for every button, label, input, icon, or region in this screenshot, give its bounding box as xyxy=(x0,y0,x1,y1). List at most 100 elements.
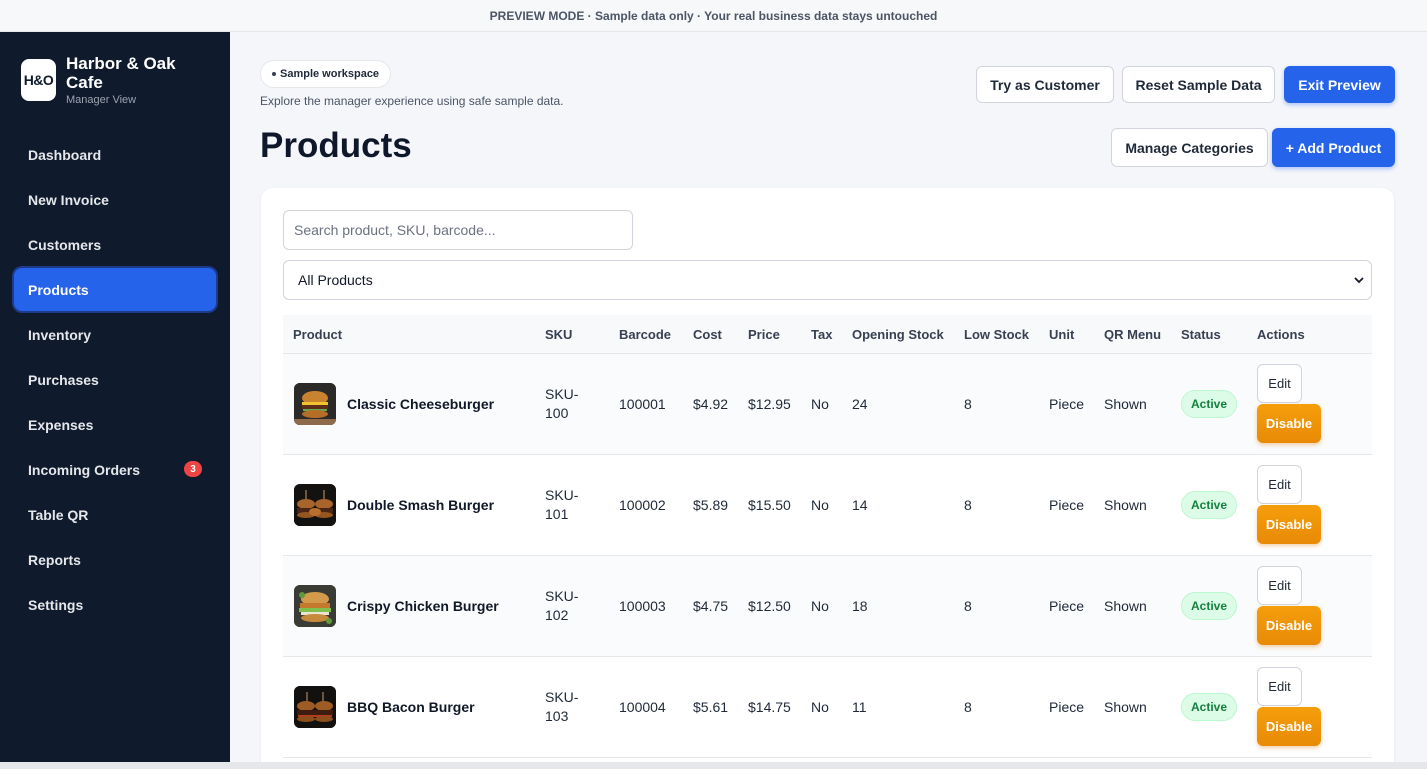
sku-cell: SKU-101 xyxy=(545,487,579,522)
add-product-button[interactable]: + Add Product xyxy=(1272,128,1395,167)
opening-stock-cell: 24 xyxy=(852,396,868,412)
sidebar-item-label: Incoming Orders xyxy=(28,461,141,478)
cost-cell: $5.89 xyxy=(693,497,729,513)
manage-categories-button[interactable]: Manage Categories xyxy=(1111,128,1268,167)
sidebar-item-label: Expenses xyxy=(28,416,94,433)
category-select[interactable]: All Products xyxy=(283,260,1372,300)
edit-button[interactable]: Edit xyxy=(1257,364,1302,403)
sidebar-item-label: Table QR xyxy=(28,506,89,523)
sidebar-item-reports[interactable]: Reports xyxy=(14,538,216,581)
sidebar-item-incoming-orders[interactable]: Incoming Orders 3 xyxy=(14,448,216,491)
sidebar-item-new-invoice[interactable]: New Invoice xyxy=(14,178,216,221)
column-header: Unit xyxy=(1049,327,1075,342)
column-header: Tax xyxy=(811,327,833,342)
table-row[interactable]: BBQ Bacon Burger SKU-103 100004 $5.61 $1… xyxy=(283,657,1372,758)
incoming-orders-badge: 3 xyxy=(184,461,202,477)
qr-menu-cell: Shown xyxy=(1104,598,1147,614)
column-header: Status xyxy=(1181,327,1221,342)
products-card: All Products Product SKU Barcode Cost Pr… xyxy=(261,188,1394,769)
sidebar-item-label: New Invoice xyxy=(28,191,109,208)
sidebar-item-products[interactable]: Products xyxy=(14,268,216,311)
column-header: Product xyxy=(293,327,343,342)
column-header: Opening Stock xyxy=(852,327,944,342)
page-title: Products xyxy=(260,126,412,165)
tax-cell: No xyxy=(811,699,829,715)
qr-menu-cell: Shown xyxy=(1104,497,1147,513)
opening-stock-cell: 14 xyxy=(852,497,868,513)
barcode-cell: 100002 xyxy=(619,497,666,513)
column-header: Low Stock xyxy=(964,327,1030,342)
sku-cell: SKU-100 xyxy=(545,386,579,421)
sidebar-item-label: Purchases xyxy=(28,371,99,388)
horizontal-scrollbar[interactable] xyxy=(0,762,1427,769)
disable-button[interactable]: Disable xyxy=(1257,505,1321,544)
sidebar-item-customers[interactable]: Customers xyxy=(14,223,216,266)
qr-menu-cell: Shown xyxy=(1104,396,1147,412)
column-header: Cost xyxy=(693,327,722,342)
status-badge: Active xyxy=(1181,592,1238,620)
barcode-cell: 100003 xyxy=(619,598,666,614)
sidebar-item-label: Reports xyxy=(28,551,81,568)
sidebar-item-label: Inventory xyxy=(28,326,92,343)
search-input[interactable] xyxy=(283,210,633,250)
sidebar-item-inventory[interactable]: Inventory xyxy=(14,313,216,356)
product-name: Crispy Chicken Burger xyxy=(347,598,499,614)
sidebar-item-settings[interactable]: Settings xyxy=(14,583,216,626)
status-badge: Active xyxy=(1181,693,1238,721)
disable-button[interactable]: Disable xyxy=(1257,707,1321,746)
status-badge: Active xyxy=(1181,491,1238,519)
column-header: Actions xyxy=(1257,327,1305,342)
reset-sample-data-button[interactable]: Reset Sample Data xyxy=(1122,66,1275,103)
workspace-pill-label: Sample workspace xyxy=(280,68,380,80)
product-image xyxy=(294,484,336,526)
status-badge: Active xyxy=(1181,390,1238,418)
edit-button[interactable]: Edit xyxy=(1257,465,1302,504)
edit-button[interactable]: Edit xyxy=(1257,667,1302,706)
sidebar-nav: Dashboard New Invoice Customers Products… xyxy=(14,133,216,628)
table-row[interactable]: Crispy Chicken Burger SKU-102 100003 $4.… xyxy=(283,556,1372,657)
table-row[interactable]: Classic Cheeseburger SKU-100 100001 $4.9… xyxy=(283,354,1372,455)
disable-button[interactable]: Disable xyxy=(1257,404,1321,443)
sidebar-item-dashboard[interactable]: Dashboard xyxy=(14,133,216,176)
table-row[interactable]: Double Smash Burger SKU-101 100002 $5.89… xyxy=(283,455,1372,556)
column-header: QR Menu xyxy=(1104,327,1162,342)
sidebar-item-label: Dashboard xyxy=(28,146,102,163)
sidebar: H&O Harbor & Oak Cafe Manager View Dashb… xyxy=(0,32,230,769)
low-stock-cell: 8 xyxy=(964,598,972,614)
sku-cell: SKU-102 xyxy=(545,588,579,623)
sidebar-item-purchases[interactable]: Purchases xyxy=(14,358,216,401)
main-content: Sample workspace Explore the manager exp… xyxy=(230,32,1427,769)
column-header: Price xyxy=(748,327,780,342)
try-as-customer-button[interactable]: Try as Customer xyxy=(976,66,1114,103)
dot-icon xyxy=(272,72,276,76)
product-image xyxy=(294,383,336,425)
products-table-body: Classic Cheeseburger SKU-100 100001 $4.9… xyxy=(283,354,1372,758)
preview-banner: PREVIEW MODE · Sample data only · Your r… xyxy=(0,0,1427,32)
column-header: SKU xyxy=(545,327,573,342)
product-image xyxy=(294,686,336,728)
exit-preview-button[interactable]: Exit Preview xyxy=(1284,66,1395,103)
cost-cell: $5.61 xyxy=(693,699,729,715)
table-header: Product SKU Barcode Cost Price Tax Openi… xyxy=(283,315,1372,354)
sidebar-item-expenses[interactable]: Expenses xyxy=(14,403,216,446)
sku-cell: SKU-103 xyxy=(545,689,579,724)
product-image xyxy=(294,585,336,627)
barcode-cell: 100001 xyxy=(619,396,666,412)
preview-banner-text: PREVIEW MODE · Sample data only · Your r… xyxy=(489,8,938,23)
workspace-hint: Explore the manager experience using saf… xyxy=(260,94,564,108)
low-stock-cell: 8 xyxy=(964,497,972,513)
unit-cell: Piece xyxy=(1049,699,1085,715)
sidebar-item-label: Customers xyxy=(28,236,102,253)
barcode-cell: 100004 xyxy=(619,699,666,715)
disable-button[interactable]: Disable xyxy=(1257,606,1321,645)
price-cell: $14.75 xyxy=(748,699,791,715)
sidebar-item-table-qr[interactable]: Table QR xyxy=(14,493,216,536)
product-name: Classic Cheeseburger xyxy=(347,396,495,412)
tax-cell: No xyxy=(811,497,829,513)
low-stock-cell: 8 xyxy=(964,699,972,715)
qr-menu-cell: Shown xyxy=(1104,699,1147,715)
sidebar-item-label: Products xyxy=(28,281,89,298)
opening-stock-cell: 11 xyxy=(852,699,867,715)
brand-subtitle: Manager View xyxy=(66,94,137,106)
edit-button[interactable]: Edit xyxy=(1257,566,1302,605)
